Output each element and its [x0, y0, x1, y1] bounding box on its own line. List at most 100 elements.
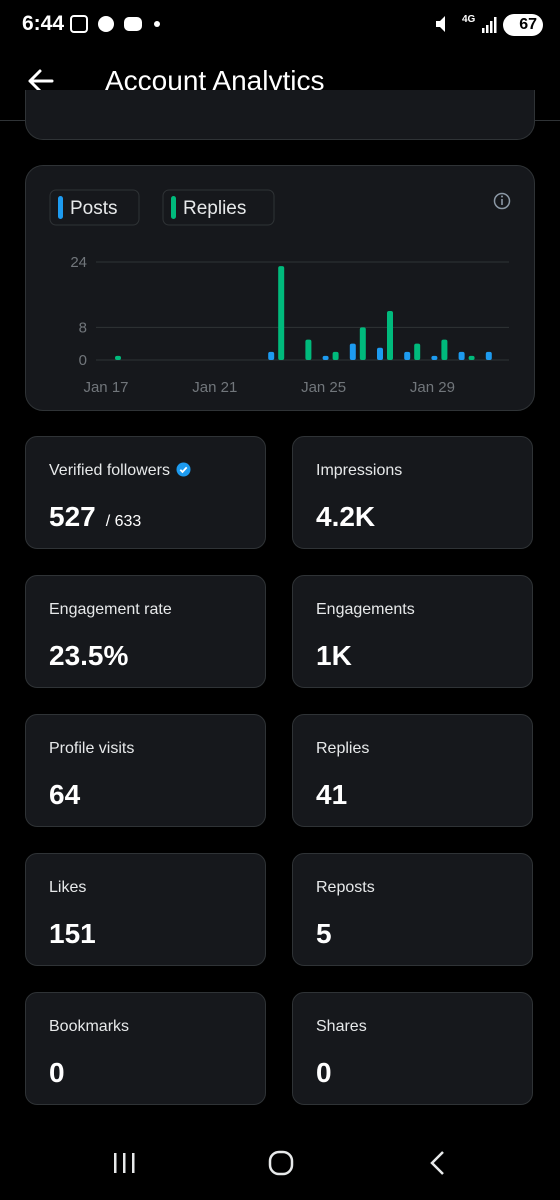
network-type: 4G [462, 14, 476, 25]
y-tick-label: 8 [79, 319, 87, 336]
metric-label: Verified followers [49, 462, 191, 480]
metric-label-text: Verified followers [49, 462, 170, 479]
metric-value-text: 64 [49, 779, 81, 810]
x-tick-label: Jan 21 [192, 379, 237, 396]
metric-card: Engagement rate 23.5% [25, 575, 266, 688]
metric-value-text: 1K [316, 640, 352, 671]
bar [414, 343, 421, 360]
navigation-bar [114, 1150, 444, 1176]
metric-label: Likes [49, 879, 86, 897]
metric-label-text: Reposts [316, 879, 375, 896]
back-nav-button[interactable] [430, 1151, 444, 1175]
metric-label: Engagements [316, 601, 415, 619]
metric-value-text: 41 [316, 779, 348, 810]
metric-card: Likes 151 [25, 853, 266, 966]
metric-value-text: 4.2K [316, 501, 376, 532]
metric-card: Reposts 5 [292, 853, 533, 966]
metric-label: Impressions [316, 462, 402, 480]
metric-value: 4.2K [316, 501, 375, 533]
metric-value: 41 [316, 779, 347, 811]
metric-value-text: 0 [49, 1057, 65, 1088]
previous-card [25, 90, 535, 140]
metric-card: Shares 0 [292, 992, 533, 1105]
metric-label-text: Likes [49, 879, 87, 896]
legend-label: Posts [70, 198, 118, 219]
x-tick-label: Jan 29 [410, 379, 455, 396]
metric-value-text: 5 [316, 918, 332, 949]
metric-label-text: Engagement rate [49, 601, 172, 618]
info-icon-dot [501, 195, 503, 198]
signal-icons [436, 16, 497, 33]
metric-card: Engagements 1K [292, 575, 533, 688]
metric-label-text: Shares [316, 1018, 367, 1035]
metric-card: Profile visits 64 [25, 714, 266, 827]
metric-card: Bookmarks 0 [25, 992, 266, 1105]
verified-badge [176, 462, 191, 477]
chart: Posts Replies 0 8 24 Jan 17 Jan 21 Jan 25 Jan 29 [49, 189, 511, 396]
legend-swatch [58, 196, 63, 219]
info-icon-stem [501, 199, 503, 205]
metric-value: 64 [49, 779, 80, 811]
metric-value: 0 [49, 1057, 65, 1089]
metric-value-text: 0 [316, 1057, 332, 1088]
metric-label: Bookmarks [49, 1018, 129, 1036]
metric-value: 5 [316, 918, 332, 950]
metric-card: Verified followers 527 / 633 [25, 436, 266, 549]
bar [404, 351, 411, 360]
metric-value-text: 23.5% [49, 640, 129, 671]
metric-label-text: Profile visits [49, 740, 135, 757]
metric-value: 0 [316, 1057, 332, 1089]
y-tick-label: 24 [70, 254, 87, 271]
status-time: 6:44 [22, 12, 65, 35]
bar [278, 266, 285, 360]
bar [458, 351, 465, 360]
bar [349, 343, 356, 360]
status-icons [70, 15, 160, 33]
metric-label: Replies [316, 740, 369, 758]
metric-value: 527 / 633 [49, 501, 141, 533]
home-button[interactable] [268, 1150, 294, 1176]
metric-label: Shares [316, 1018, 367, 1036]
metric-value-text: 151 [49, 918, 96, 949]
bar [441, 339, 448, 360]
bar [322, 355, 329, 360]
bar [332, 351, 339, 360]
legend-label: Replies [183, 198, 246, 219]
chart-card: Posts Replies 0 8 24 Jan 17 Jan 21 Jan 25 Jan 29 [25, 165, 535, 411]
metric-total: / 633 [105, 513, 142, 530]
metric-value: 151 [49, 918, 96, 950]
legend-pill [162, 189, 275, 226]
metric-label: Reposts [316, 879, 375, 897]
back-button[interactable] [26, 66, 56, 96]
bar [485, 351, 492, 360]
bar [268, 351, 275, 360]
x-tick-label: Jan 25 [301, 379, 346, 396]
bar [431, 355, 438, 360]
legend-swatch [171, 196, 176, 219]
metric-label-text: Impressions [316, 462, 403, 479]
bar [305, 339, 312, 360]
bar [387, 311, 393, 360]
metric-card: Impressions 4.2K [292, 436, 533, 549]
info-icon[interactable] [493, 192, 511, 210]
legend-item[interactable]: Replies [162, 189, 275, 226]
metric-label-text: Replies [316, 740, 370, 757]
legend-item[interactable]: Posts [49, 189, 140, 226]
legend-pill [49, 189, 140, 226]
bar [115, 355, 121, 360]
metric-label: Profile visits [49, 740, 134, 758]
metric-card: Replies 41 [292, 714, 533, 827]
metric-label-text: Bookmarks [49, 1018, 130, 1035]
bar [359, 327, 366, 360]
bar [377, 347, 383, 360]
battery-level: 67 [503, 14, 543, 36]
x-tick-label: Jan 17 [83, 379, 128, 396]
status-bar: 6:44 4G 67 [0, 0, 560, 52]
metric-label-text: Engagements [316, 601, 415, 618]
bar [468, 355, 475, 360]
metric-label: Engagement rate [49, 601, 172, 619]
metric-value: 1K [316, 640, 352, 672]
recent-apps-button[interactable] [114, 1153, 135, 1173]
metric-value: 23.5% [49, 640, 128, 672]
